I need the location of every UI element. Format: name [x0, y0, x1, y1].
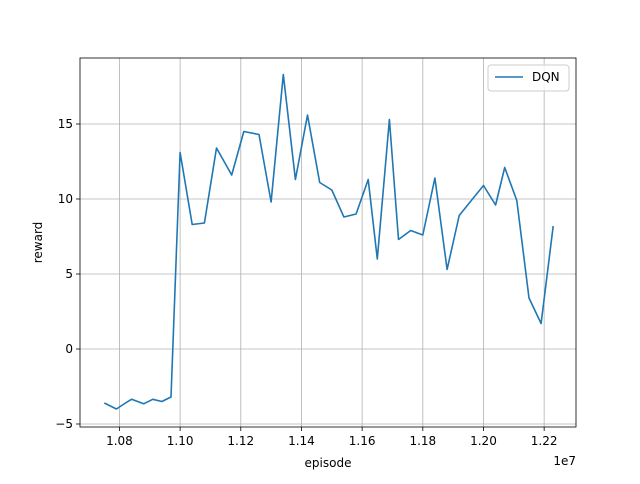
data-point [540, 322, 542, 324]
data-point [446, 268, 448, 270]
data-point [103, 402, 105, 404]
y-tick-label: −5 [55, 417, 73, 431]
data-point [376, 258, 378, 260]
data-point [458, 214, 460, 216]
data-point [170, 396, 172, 398]
x-tick-label: 1.22 [531, 434, 558, 448]
data-point [258, 133, 260, 135]
plot-frame [79, 57, 577, 428]
y-axis-label: reward [31, 222, 45, 264]
data-point [388, 118, 390, 120]
data-point [130, 398, 132, 400]
data-point [179, 151, 181, 153]
y-axis: −5 0 5 10 15 [55, 117, 80, 431]
data-point [434, 177, 436, 179]
y-tick-label: 5 [65, 267, 73, 281]
x-axis-label: episode [305, 456, 352, 470]
data-point [161, 400, 163, 402]
data-point [422, 234, 424, 236]
data-point [318, 181, 320, 183]
legend: DQN [487, 64, 570, 92]
y-tick-label: 0 [65, 342, 73, 356]
x-tick-label: 1.18 [409, 434, 436, 448]
data-point [528, 297, 530, 299]
data-point [397, 238, 399, 240]
x-axis: 1.08 1.10 1.12 1.14 1.16 1.18 1.20 1.22 [106, 427, 558, 448]
data-point [230, 174, 232, 176]
data-point [494, 204, 496, 206]
data-point [343, 216, 345, 218]
legend-label-dqn: DQN [532, 70, 560, 84]
x-tick-label: 1.20 [470, 434, 497, 448]
x-tick-label: 1.14 [288, 434, 315, 448]
legend-box [487, 64, 570, 92]
data-point [143, 403, 145, 405]
data-point [243, 130, 245, 132]
x-tick-label: 1.12 [227, 434, 254, 448]
data-point [409, 229, 411, 231]
data-point [124, 402, 126, 404]
data-point [270, 201, 272, 203]
data-point [470, 199, 472, 201]
data-point [355, 213, 357, 215]
data-point [516, 199, 518, 201]
x-axis-offset-label: 1e7 [553, 454, 576, 468]
data-point [215, 147, 217, 149]
data-point [203, 222, 205, 224]
grid [80, 58, 576, 427]
data-point [367, 178, 369, 180]
data-point [152, 398, 154, 400]
y-tick-label: 15 [58, 117, 73, 131]
x-tick-label: 1.16 [349, 434, 376, 448]
x-tick-label: 1.08 [106, 434, 133, 448]
data-point [294, 178, 296, 180]
data-point [504, 166, 506, 168]
data-point [482, 184, 484, 186]
series-layer [103, 73, 554, 410]
data-point [331, 189, 333, 191]
data-point [552, 225, 554, 227]
data-point [191, 223, 193, 225]
data-point [115, 408, 117, 410]
series-line-dqn [103, 73, 554, 410]
y-tick-label: 10 [58, 192, 73, 206]
data-point [306, 114, 308, 116]
x-tick-label: 1.10 [167, 434, 194, 448]
data-point [282, 73, 284, 75]
